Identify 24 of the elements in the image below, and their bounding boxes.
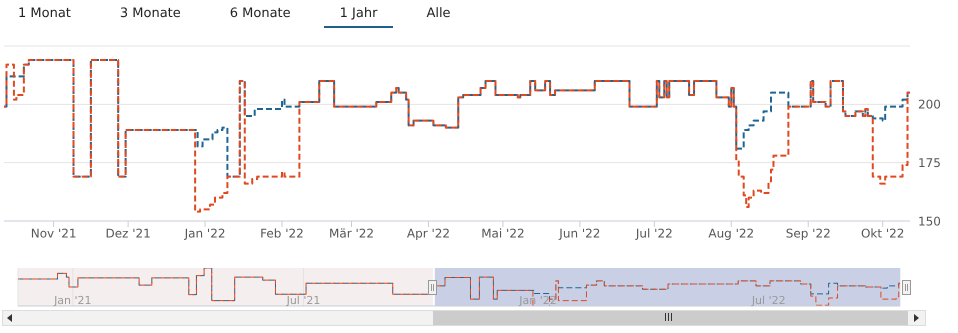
x-tick-label: Okt '22 [860, 226, 904, 241]
range-button[interactable]: Alle [410, 6, 467, 28]
x-tick-label: Mai '22 [481, 226, 525, 241]
x-tick-label: Feb '22 [260, 226, 304, 241]
y-tick-label: 150 [918, 214, 941, 228]
y-tick-label: 200 [918, 98, 941, 112]
x-tick-label: Jan '21 [53, 294, 92, 307]
x-tick-label: Sep '22 [786, 226, 831, 241]
x-tick-label: Jul '21 [286, 294, 320, 307]
x-tick-label: Jun '22 [558, 226, 600, 241]
x-tick-label: Jan '22 [518, 294, 557, 307]
x-tick-label: Jul '22 [750, 294, 786, 307]
range-button[interactable]: 1 Monat [2, 6, 87, 28]
x-tick-label: Jul '22 [634, 226, 673, 241]
x-tick-label: Jan '22 [184, 226, 226, 241]
x-tick-label: Apr '22 [406, 226, 450, 241]
x-tick-label: Mär '22 [328, 226, 374, 241]
range-button[interactable]: 6 Monate [214, 6, 307, 28]
y-tick-label: 175 [918, 156, 941, 170]
x-tick-label: Nov '21 [30, 226, 77, 241]
x-tick-label: Dez '21 [105, 226, 151, 241]
range-button[interactable]: 1 Jahr [324, 6, 394, 28]
range-button[interactable]: 3 Monate [104, 6, 197, 28]
x-tick-label: Aug '22 [708, 226, 754, 241]
